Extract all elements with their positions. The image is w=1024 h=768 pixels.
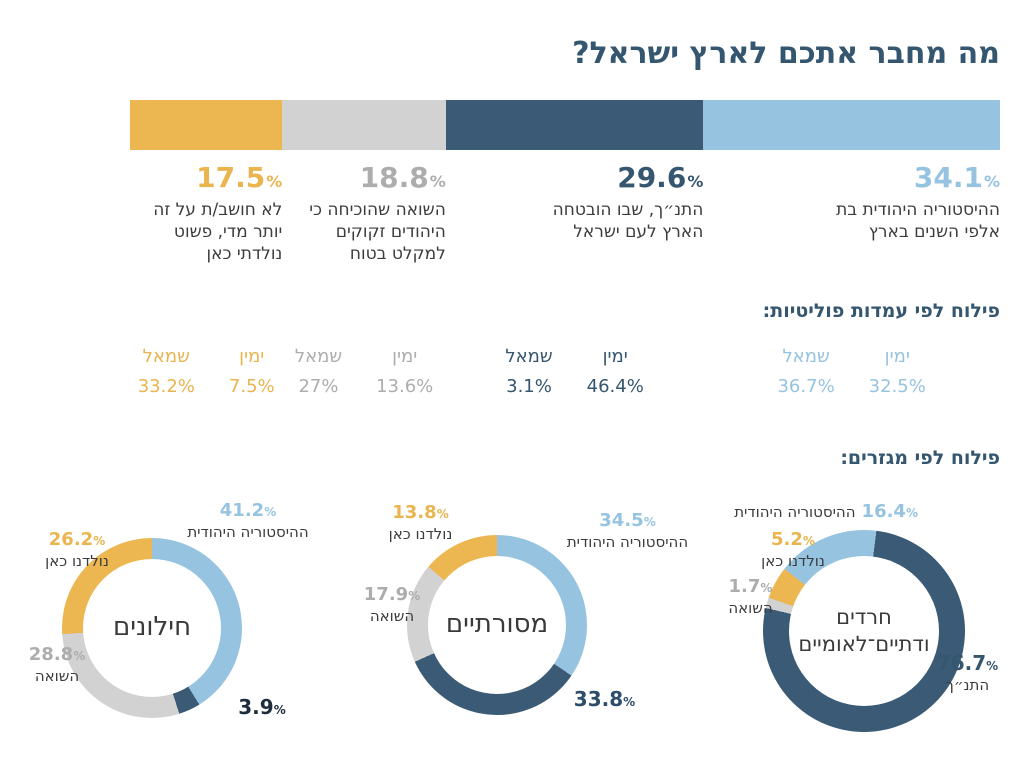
politics-left-value: 27% xyxy=(298,376,339,397)
politics-jewish-history: ימין 32.5% שמאל 36.7% xyxy=(703,346,1000,397)
slice-value: 41.2% xyxy=(219,500,277,521)
donut3-label-holocaust: 1.7% השואה xyxy=(708,576,793,617)
category-percentage: 29.6% xyxy=(446,161,704,194)
slice-value: 28.8% xyxy=(28,644,86,665)
donut2-label-born-here: 13.8% נולדנו כאן xyxy=(368,502,473,543)
politics-right-value: 13.6% xyxy=(376,376,434,397)
slice-label: התנ״ך xyxy=(945,676,990,694)
percentage-value: 34.1 xyxy=(913,161,983,194)
politics-born-here: ימין 7.5% שמאל 33.2% xyxy=(130,346,282,397)
category-born-here: 17.5% לא חושב/ת על זה יותר מדי, פשוט נול… xyxy=(130,161,283,265)
politics-right: ימין 13.6% xyxy=(376,346,433,397)
slice-label: ההיסטוריה היהודית xyxy=(187,522,309,541)
donut2-label-holocaust: 17.9% השואה xyxy=(342,584,442,625)
category-percentage: 34.1% xyxy=(703,161,1000,194)
politics-heading: פילוח לפי עמדות פוליטיות: xyxy=(762,300,1000,322)
category-holocaust: 18.8% השואה שהוכיחה כי היהודים זקוקים למ… xyxy=(282,161,446,265)
donut-haredi-national-religious: חרדים ודתיים־לאומיים xyxy=(763,530,965,732)
politics-left: שמאל 27% xyxy=(295,346,342,397)
category-percentage: 18.8% xyxy=(282,161,446,194)
donut2-label-bible: 33.8% xyxy=(562,688,647,711)
slice-value: 33.8% xyxy=(573,687,636,711)
donut3-label-bible: 76.7% התנ״ך xyxy=(920,652,1015,694)
category-label: השואה שהוכיחה כי היהודים זקוקים למקלט בט… xyxy=(309,199,446,264)
politics-breakdown: ימין 32.5% שמאל 36.7% ימין 46.4% שמאל 3.… xyxy=(130,346,1000,397)
donut2-label-jewish-history: 34.5% ההיסטוריה היהודית xyxy=(545,510,710,551)
donut-traditional: מסורתיים xyxy=(407,535,587,715)
politics-right: ימין 32.5% xyxy=(869,346,926,397)
percentage-value: 17.5 xyxy=(196,161,266,194)
bar-segment-bible xyxy=(445,100,704,150)
category-columns: 34.1% ההיסטוריה היהודית בת אלפי השנים בא… xyxy=(130,161,1000,265)
category-percentage: 17.5% xyxy=(130,161,283,194)
category-label: ההיסטוריה היהודית בת אלפי השנים בארץ xyxy=(836,199,1000,242)
politics-right: ימין 46.4% xyxy=(587,346,644,397)
politics-left-value: 36.7% xyxy=(777,376,835,397)
slice-value: 34.5% xyxy=(599,510,656,531)
donut1-label-bible: 3.9% xyxy=(222,696,302,719)
politics-right-label: ימין xyxy=(392,346,418,367)
slice-label: השואה xyxy=(728,598,773,617)
donut1-label-jewish-history: 41.2% ההיסטוריה היהודית xyxy=(178,500,318,541)
politics-left: שמאל 33.2% xyxy=(138,346,195,397)
politics-bible: ימין 46.4% שמאל 3.1% xyxy=(446,346,704,397)
bar-segment-born-here xyxy=(130,100,283,150)
donut1-label-holocaust: 28.8% השואה xyxy=(2,644,112,685)
slice-label: ההיסטוריה היהודית xyxy=(734,503,856,521)
donut-haredi-title: חרדים ודתיים־לאומיים xyxy=(798,604,930,656)
politics-right-label: ימין xyxy=(884,346,910,367)
sectors-heading: פילוח לפי מגזרים: xyxy=(840,447,1000,469)
politics-left-label: שמאל xyxy=(294,346,343,367)
category-label: התנ״ך, שבו הובטחה הארץ לעם ישראל xyxy=(552,199,704,242)
politics-left-label: שמאל xyxy=(782,346,830,367)
slice-value: 16.4% xyxy=(861,501,918,522)
percent-sign: % xyxy=(266,172,283,191)
politics-left-label: שמאל xyxy=(142,346,190,367)
slice-label: השואה xyxy=(34,666,80,685)
slice-value: 17.9% xyxy=(363,584,421,605)
percentage-value: 29.6 xyxy=(617,161,687,194)
donut3-label-jewish-history: 16.4% ההיסטוריה היהודית xyxy=(718,501,918,523)
politics-left: שמאל 3.1% xyxy=(505,346,552,397)
donut-seculars: חילונים xyxy=(62,538,242,718)
slice-label: נולדנו כאן xyxy=(388,524,453,543)
slice-value: 26.2% xyxy=(48,529,106,550)
donut-traditional-title: מסורתיים xyxy=(445,609,549,640)
slice-value: 76.7% xyxy=(936,651,999,675)
bar-segment-holocaust xyxy=(282,100,446,150)
page-title: מה מחבר אתכם לארץ ישראל? xyxy=(572,36,1000,71)
percent-sign: % xyxy=(687,172,704,191)
category-jewish-history: 34.1% ההיסטוריה היהודית בת אלפי השנים בא… xyxy=(703,161,1000,265)
politics-left-value: 33.2% xyxy=(137,376,195,397)
slice-value: 1.7% xyxy=(728,576,773,597)
bar-segment-jewish-history xyxy=(703,100,1000,150)
stacked-bar xyxy=(130,100,1000,150)
slice-label: השואה xyxy=(369,606,415,625)
slice-label: נולדנו כאן xyxy=(45,551,109,570)
politics-left-label: שמאל xyxy=(505,346,553,367)
politics-right-value: 7.5% xyxy=(228,376,275,397)
slice-label: נולדנו כאן xyxy=(761,551,825,570)
politics-holocaust: ימין 13.6% שמאל 27% xyxy=(282,346,446,397)
donut3-label-born-here: 5.2% נולדנו כאן xyxy=(748,529,838,570)
politics-left-value: 3.1% xyxy=(506,376,552,397)
politics-right-value: 32.5% xyxy=(868,376,926,397)
slice-value: 13.8% xyxy=(392,502,449,523)
donut-seculars-title: חילונים xyxy=(112,612,192,643)
category-label: לא חושב/ת על זה יותר מדי, פשוט נולדתי כא… xyxy=(153,199,283,264)
donut1-label-born-here: 26.2% נולדנו כאן xyxy=(22,529,132,570)
politics-right-value: 46.4% xyxy=(586,376,644,397)
slice-value: 3.9% xyxy=(238,695,286,719)
politics-right-label: ימין xyxy=(239,346,265,367)
category-bible: 29.6% התנ״ך, שבו הובטחה הארץ לעם ישראל xyxy=(446,161,704,265)
slice-label: ההיסטוריה היהודית xyxy=(566,532,689,551)
slice-value: 5.2% xyxy=(771,529,815,550)
percent-sign: % xyxy=(983,172,1000,191)
percent-sign: % xyxy=(429,172,446,191)
politics-left: שמאל 36.7% xyxy=(777,346,834,397)
percentage-value: 18.8 xyxy=(359,161,429,194)
politics-right: ימין 7.5% xyxy=(229,346,275,397)
politics-right-label: ימין xyxy=(602,346,628,367)
